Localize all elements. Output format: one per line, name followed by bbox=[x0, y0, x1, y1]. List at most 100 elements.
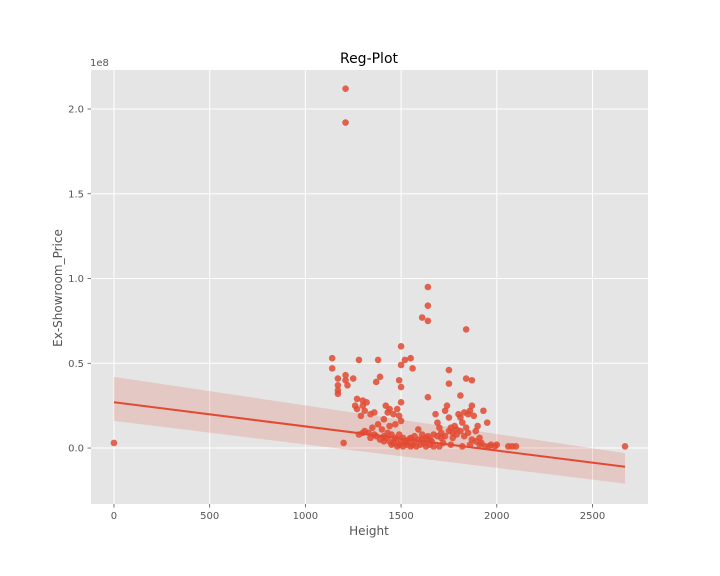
x-tick-label: 0 bbox=[111, 511, 117, 522]
y-tick-label: 1.5 bbox=[68, 189, 84, 200]
data-point bbox=[474, 422, 481, 430]
data-point bbox=[110, 439, 118, 447]
data-point bbox=[363, 398, 370, 406]
x-tick-label: 2000 bbox=[484, 511, 509, 522]
data-point bbox=[430, 443, 437, 450]
data-point bbox=[370, 409, 378, 416]
data-point bbox=[424, 317, 432, 325]
data-point bbox=[328, 365, 336, 372]
data-point bbox=[384, 409, 391, 416]
x-tick-label: 1500 bbox=[388, 511, 413, 522]
data-point bbox=[397, 343, 405, 350]
data-point bbox=[390, 410, 397, 418]
data-point bbox=[462, 375, 470, 382]
data-point bbox=[340, 439, 347, 447]
scatter-points bbox=[110, 85, 629, 450]
data-point bbox=[397, 383, 405, 391]
data-point bbox=[397, 417, 405, 425]
data-point bbox=[401, 356, 409, 364]
data-point bbox=[457, 392, 464, 399]
data-point bbox=[457, 427, 464, 435]
data-point bbox=[443, 402, 451, 409]
data-point bbox=[393, 405, 401, 413]
data-point bbox=[468, 402, 476, 409]
data-point bbox=[436, 443, 443, 450]
data-point bbox=[468, 376, 476, 384]
x-axis-label: Height bbox=[349, 524, 389, 538]
data-point bbox=[342, 371, 349, 379]
data-point bbox=[434, 419, 441, 426]
data-point bbox=[361, 407, 369, 415]
data-point bbox=[386, 422, 393, 430]
x-axis-ticks: 0 500 1000 1500 2000 2500 bbox=[111, 504, 605, 522]
y-tick-label: 2.0 bbox=[68, 104, 84, 115]
data-point bbox=[424, 393, 432, 401]
data-point bbox=[353, 395, 361, 403]
y-tick-label: 0.5 bbox=[68, 359, 84, 370]
data-point bbox=[436, 424, 443, 432]
x-tick-label: 500 bbox=[200, 511, 219, 522]
y-tick-label: 0.0 bbox=[68, 444, 84, 455]
regression-line bbox=[113, 401, 626, 468]
data-point bbox=[483, 419, 491, 426]
data-point bbox=[441, 432, 449, 440]
data-point bbox=[369, 424, 376, 432]
data-point bbox=[344, 382, 351, 389]
data-point bbox=[334, 390, 342, 398]
chart-title: Reg-Plot bbox=[340, 51, 399, 67]
x-tick-label: 1000 bbox=[293, 511, 318, 522]
data-point bbox=[376, 373, 384, 381]
data-point bbox=[464, 429, 472, 437]
data-point bbox=[397, 361, 405, 369]
data-point bbox=[445, 414, 453, 421]
y-tick-label: 1.0 bbox=[68, 274, 84, 285]
data-point bbox=[459, 419, 466, 426]
data-point bbox=[493, 441, 501, 448]
data-point bbox=[445, 427, 453, 435]
data-point bbox=[395, 376, 403, 384]
data-point bbox=[621, 443, 629, 450]
data-point bbox=[432, 410, 439, 418]
data-point bbox=[357, 412, 365, 420]
data-point bbox=[424, 302, 432, 309]
data-point bbox=[334, 375, 342, 382]
y-axis-label: Ex-Showroom_Price bbox=[51, 229, 65, 347]
data-point bbox=[342, 119, 349, 126]
data-point bbox=[441, 407, 449, 415]
data-point bbox=[472, 427, 480, 435]
data-point bbox=[407, 354, 414, 362]
grid-lines bbox=[91, 70, 648, 504]
data-point bbox=[512, 443, 520, 450]
data-point bbox=[476, 441, 483, 448]
data-point bbox=[395, 412, 403, 420]
data-point bbox=[445, 366, 453, 374]
data-point bbox=[353, 405, 361, 413]
data-point bbox=[378, 426, 386, 433]
y-axis-ticks: 0.0 0.5 1.0 1.5 2.0 bbox=[68, 104, 91, 455]
data-point bbox=[374, 356, 382, 364]
data-point bbox=[355, 356, 363, 364]
data-point bbox=[480, 407, 487, 415]
data-point bbox=[342, 85, 349, 92]
regression-line-group bbox=[113, 401, 626, 468]
data-point bbox=[409, 365, 416, 372]
data-point bbox=[445, 380, 453, 387]
data-point bbox=[397, 398, 405, 406]
data-point bbox=[462, 326, 470, 333]
data-point bbox=[392, 421, 399, 428]
data-point bbox=[342, 376, 349, 384]
data-point bbox=[466, 407, 474, 415]
x-tick-label: 2500 bbox=[580, 511, 605, 522]
data-point bbox=[367, 434, 374, 442]
data-point bbox=[470, 412, 478, 420]
data-point bbox=[349, 375, 357, 382]
y-offset-label: 1e8 bbox=[90, 58, 109, 69]
data-point bbox=[328, 354, 336, 362]
data-point bbox=[374, 421, 382, 428]
data-point bbox=[487, 441, 495, 448]
data-point bbox=[418, 314, 426, 321]
data-point bbox=[380, 415, 388, 423]
data-point bbox=[372, 378, 380, 386]
data-point bbox=[457, 414, 464, 421]
